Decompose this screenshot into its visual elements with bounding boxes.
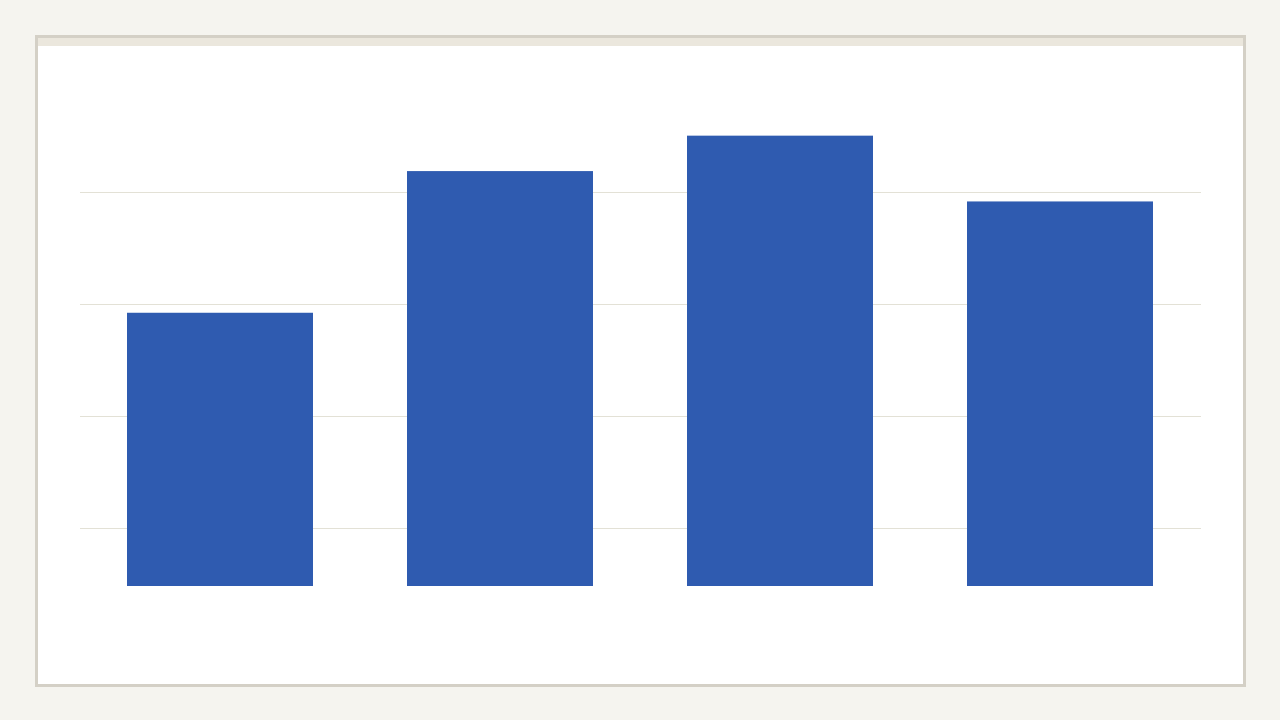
bar-4 <box>967 201 1153 586</box>
bar-3 <box>687 135 873 586</box>
bar-2 <box>407 171 593 586</box>
bar-1 <box>127 312 313 586</box>
frame-header-strip <box>38 38 1243 46</box>
